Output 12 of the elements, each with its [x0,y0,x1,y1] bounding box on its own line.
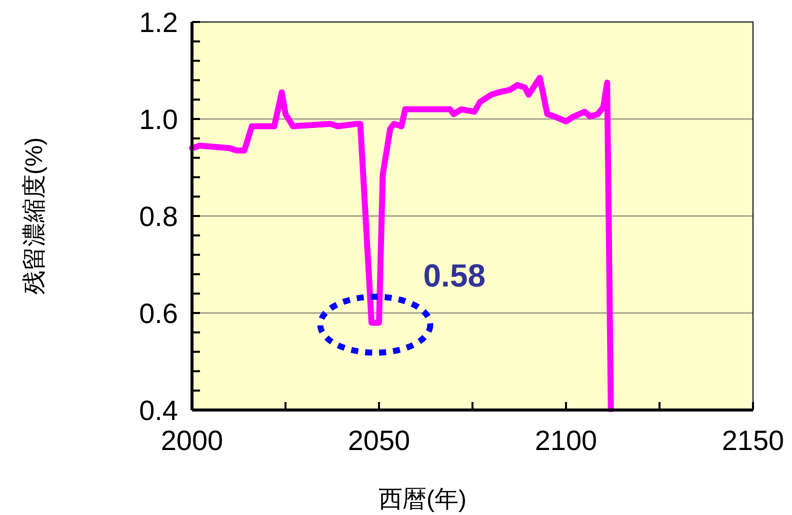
y-tick-label: 1.0 [139,104,178,135]
y-tick-label: 1.2 [139,6,178,38]
y-tick-label: 0.8 [139,200,178,232]
x-tick-label: 2150 [722,425,784,456]
x-tick-label: 2000 [160,425,224,456]
x-tick-label: 2100 [534,425,598,456]
x-tick-label: 2050 [348,425,410,456]
y-tick-label: 0.6 [139,298,178,329]
y-axis-title: 残留濃縮度(%) [21,137,48,295]
annotation: 0.58 [423,258,486,294]
x-axis-title: 西暦(年) [378,486,466,513]
y-tick-label: 0.4 [139,394,178,426]
